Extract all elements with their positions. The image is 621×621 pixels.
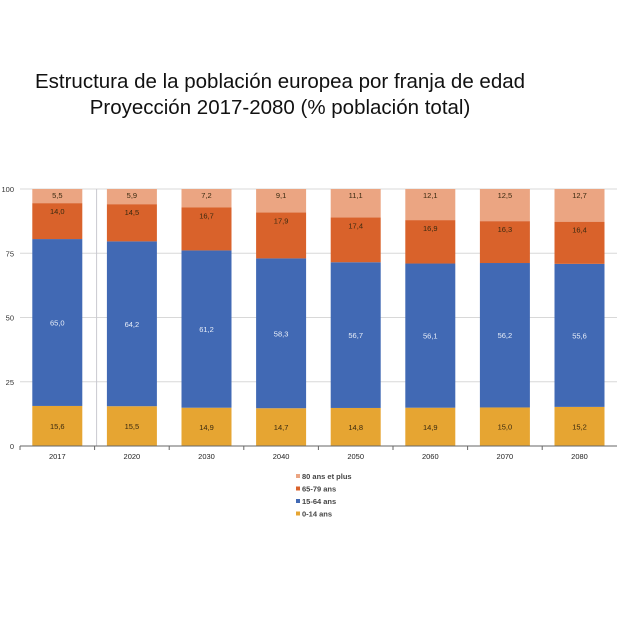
x-tick-label: 2020 <box>124 452 141 461</box>
x-tick-label: 2030 <box>198 452 215 461</box>
data-label: 12,5 <box>498 191 513 200</box>
bar-segment <box>554 406 605 446</box>
bar-segment <box>181 207 232 251</box>
x-tick-label: 2070 <box>497 452 514 461</box>
x-tick-label: 2060 <box>422 452 439 461</box>
bar-segment <box>256 189 307 213</box>
bar-segment <box>32 203 83 240</box>
chart-title: Estructura de la población europea por f… <box>34 70 526 93</box>
bar-segment <box>106 204 157 242</box>
bar-segment <box>405 220 456 264</box>
data-label: 12,7 <box>572 191 587 200</box>
bar-segment <box>330 217 381 263</box>
data-label: 16,9 <box>423 224 438 233</box>
bar-segment <box>32 239 83 406</box>
data-label: 55,6 <box>572 331 587 340</box>
y-tick-label: 50 <box>6 314 14 323</box>
legend-label: 15-64 ans <box>302 497 336 506</box>
data-label: 15,5 <box>125 422 140 431</box>
data-label: 7,2 <box>201 191 211 200</box>
bar-segment <box>405 407 456 446</box>
bar-segment <box>554 189 605 222</box>
bar-segment <box>554 263 605 407</box>
x-tick-label: 2050 <box>347 452 364 461</box>
data-label: 65,0 <box>50 319 65 328</box>
data-label: 9,1 <box>276 191 286 200</box>
bar-segment <box>181 189 232 208</box>
y-tick-label: 75 <box>6 249 14 258</box>
data-label: 16,3 <box>498 225 513 234</box>
bar-segment <box>330 262 381 408</box>
bar-segment <box>181 250 232 408</box>
data-label: 14,7 <box>274 423 289 432</box>
data-label: 15,0 <box>498 423 513 432</box>
data-label: 64,2 <box>125 320 140 329</box>
bar-segment <box>479 221 530 264</box>
bar-segment <box>479 263 530 408</box>
data-label: 15,6 <box>50 422 65 431</box>
data-label: 16,4 <box>572 226 587 235</box>
data-label: 14,0 <box>50 207 65 216</box>
data-label: 56,2 <box>498 331 513 340</box>
legend-label: 65-79 ans <box>302 485 336 494</box>
data-label: 12,1 <box>423 191 438 200</box>
x-tick-label: 2017 <box>49 452 66 461</box>
data-label: 17,4 <box>348 222 363 231</box>
data-label: 58,3 <box>274 329 289 338</box>
y-tick-label: 25 <box>6 378 14 387</box>
bar-segment <box>479 189 530 222</box>
data-label: 14,9 <box>423 423 438 432</box>
data-label: 17,9 <box>274 216 289 225</box>
legend-swatch <box>296 499 300 503</box>
legend-label: 80 ans et plus <box>302 472 352 481</box>
bar-segment <box>256 258 307 409</box>
data-label: 15,2 <box>572 422 587 431</box>
y-tick-label: 100 <box>1 185 14 194</box>
bar-segment <box>106 241 157 407</box>
legend-label: 0-14 ans <box>302 510 332 519</box>
bar-segment <box>106 406 157 446</box>
data-label: 5,9 <box>127 191 137 200</box>
chart-subtitle: Proyección 2017-2080 (% población total) <box>89 96 471 119</box>
data-label: 16,7 <box>199 212 214 221</box>
bar-segment <box>479 407 530 446</box>
legend-swatch <box>296 474 300 478</box>
data-label: 14,5 <box>125 208 140 217</box>
x-tick-label: 2080 <box>571 452 588 461</box>
data-label: 61,2 <box>199 325 214 334</box>
data-label: 11,1 <box>349 191 363 200</box>
data-label: 5,5 <box>52 191 62 200</box>
bar-segment <box>330 189 381 218</box>
data-label: 14,9 <box>199 423 214 432</box>
bar-segment <box>32 189 83 204</box>
y-tick-label: 0 <box>10 442 14 451</box>
data-label: 14,8 <box>348 423 363 432</box>
bar-segment <box>405 189 456 221</box>
legend-swatch <box>296 486 300 491</box>
bar-segment <box>330 407 381 446</box>
bar-segment <box>106 189 157 205</box>
bar-segment <box>554 221 605 264</box>
data-label: 56,7 <box>348 331 363 340</box>
data-label: 56,1 <box>423 332 438 341</box>
bar-segment <box>405 263 456 408</box>
bar-segment <box>181 407 232 446</box>
legend-swatch <box>296 511 300 516</box>
bar-segment <box>256 408 307 446</box>
bar-segment <box>256 212 307 259</box>
bar-segment <box>32 405 83 446</box>
x-tick-label: 2040 <box>273 452 290 461</box>
